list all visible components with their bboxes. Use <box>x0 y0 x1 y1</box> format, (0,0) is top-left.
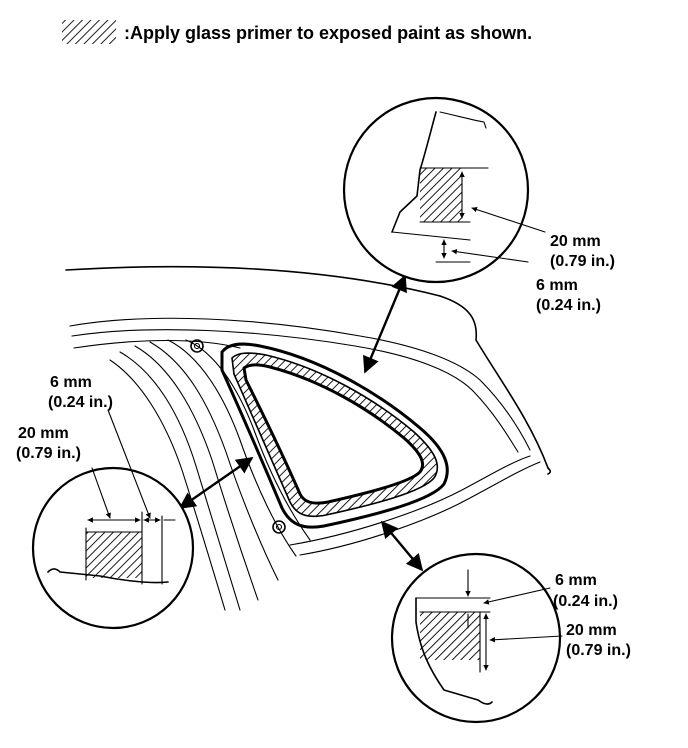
car-body <box>65 265 552 611</box>
bottom-leader-arrow <box>380 520 424 572</box>
top-gap-in: (0.24 in.) <box>536 297 601 314</box>
detail-bottom-labels: 6 mm (0.24 in.) 20 mm (0.79 in.) <box>553 572 631 659</box>
detail-left-labels: 6 mm (0.24 in.) 20 mm (0.79 in.) <box>16 374 113 462</box>
detail-left <box>31 409 195 630</box>
bottom-gap-mm: 6 mm <box>555 572 597 589</box>
bottom-width-in: (0.79 in.) <box>566 642 631 659</box>
bottom-width-mm: 20 mm <box>566 622 617 639</box>
top-leader-arrow <box>363 274 407 374</box>
bottom-gap-in: (0.24 in.) <box>553 593 618 610</box>
leader-arrows <box>178 274 424 572</box>
hatch-swatch <box>62 20 116 44</box>
left-gap-in: (0.24 in.) <box>48 394 113 411</box>
detail-top <box>342 96 546 284</box>
top-width-in: (0.79 in.) <box>550 253 615 270</box>
legend-text: :Apply glass primer to exposed paint as … <box>124 23 532 43</box>
detail-top-labels: 20 mm (0.79 in.) 6 mm (0.24 in.) <box>536 233 615 314</box>
top-gap-mm: 6 mm <box>536 277 578 294</box>
left-gap-mm: 6 mm <box>50 374 92 391</box>
left-width-in: (0.79 in.) <box>16 445 81 462</box>
detail-bottom <box>390 552 563 724</box>
legend: :Apply glass primer to exposed paint as … <box>62 20 532 44</box>
left-width-mm: 20 mm <box>18 425 69 442</box>
top-width-mm: 20 mm <box>550 233 601 250</box>
left-leader-arrow <box>178 457 254 509</box>
